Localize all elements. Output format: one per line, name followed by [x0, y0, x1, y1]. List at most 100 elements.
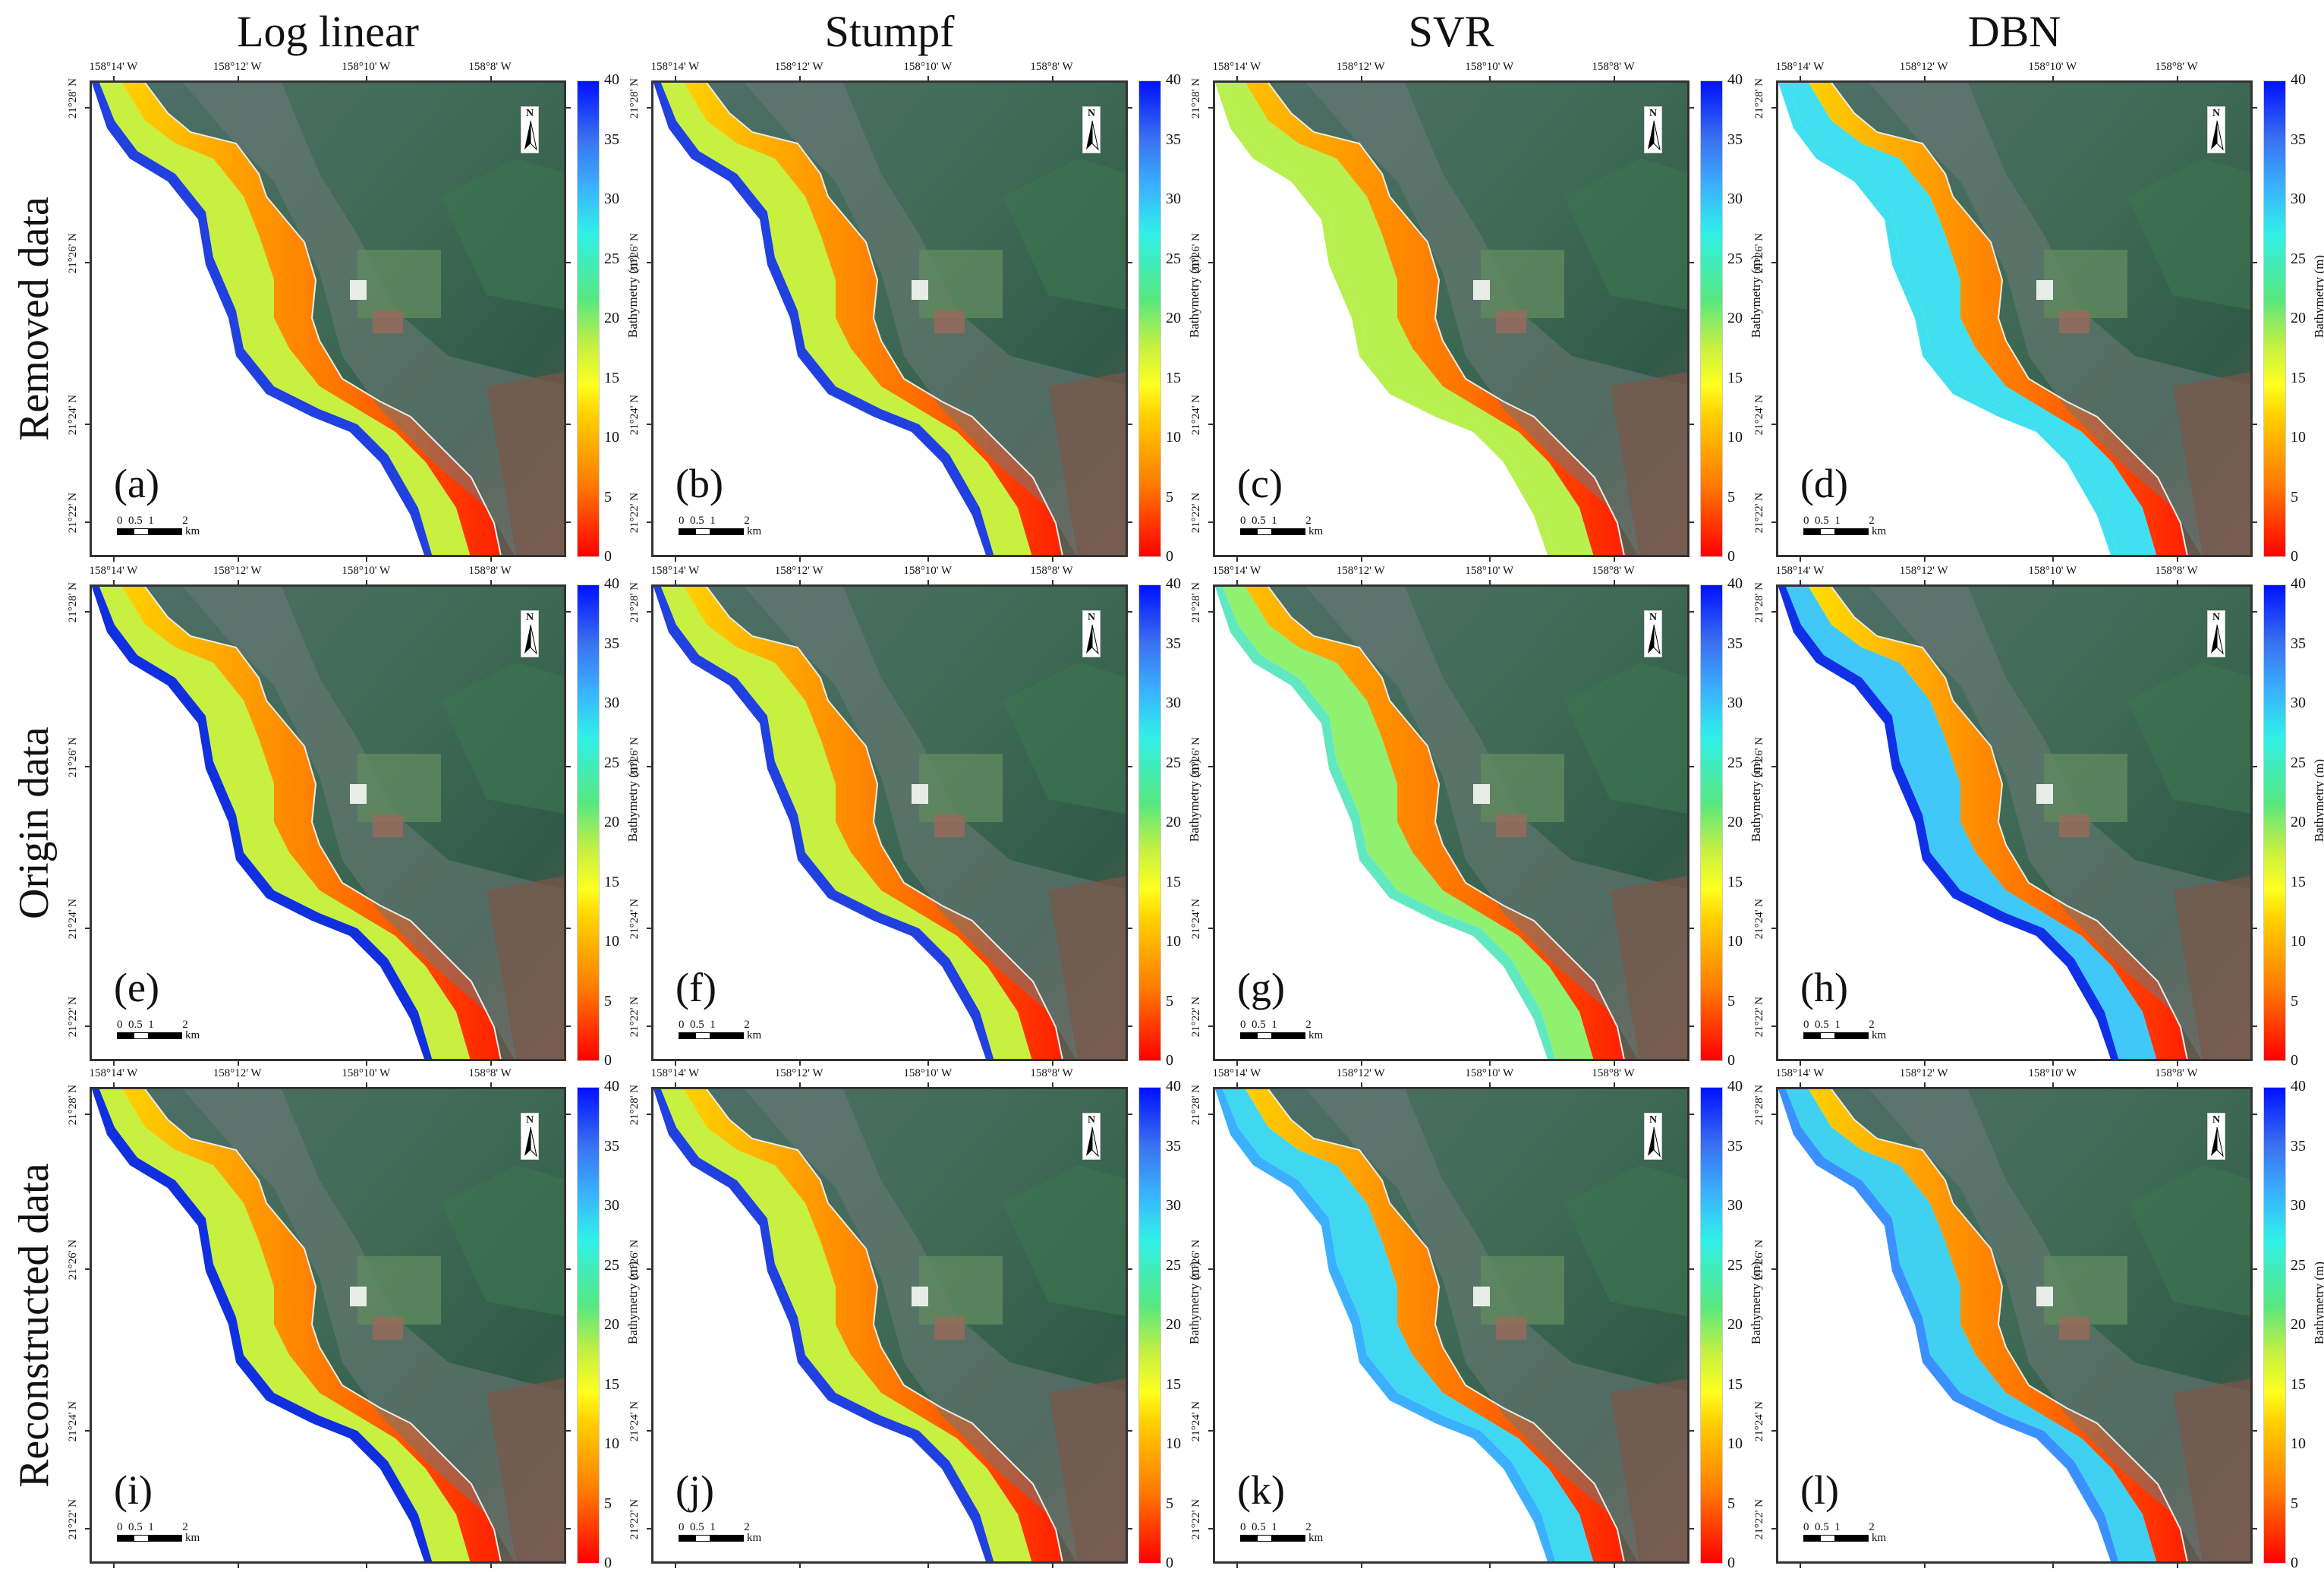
colorbar-tick-label: 10: [1166, 933, 1181, 950]
latitude-label: 21°24' N: [1753, 1401, 1765, 1442]
panel-letter: (h): [1800, 965, 1848, 1010]
axis-tick: [1771, 1430, 1778, 1432]
axis-tick: [1923, 556, 1926, 562]
colorbar-tick-label: 20: [1727, 1316, 1743, 1333]
latitude-label: 21°28' N: [628, 77, 641, 118]
colorbar-tick-label: 15: [1166, 873, 1181, 890]
axis-tick: [2251, 1268, 2257, 1270]
longitude-label: 158°10' W: [1465, 61, 1514, 73]
latitude-label: 21°26' N: [1753, 1239, 1765, 1280]
scale-bar-unit: km: [747, 1532, 762, 1544]
axis-tick: [675, 556, 677, 562]
longitude-label: 158°8' W: [1592, 1067, 1635, 1079]
axis-tick: [85, 1527, 91, 1529]
axis-tick: [798, 580, 801, 586]
colorbar-tick-label: 0: [2291, 1555, 2298, 1571]
colorbar-tick-label: 0: [2291, 1052, 2298, 1069]
axis-tick: [1236, 556, 1239, 562]
latitude-label: 21°28' N: [67, 1084, 79, 1125]
colorbar: [577, 80, 600, 557]
colorbar-tick-label: 5: [604, 1495, 612, 1512]
colorbar-tick-label: 15: [604, 873, 619, 890]
axis-tick: [237, 556, 239, 562]
north-arrow-icon: N: [2207, 1113, 2225, 1160]
axis-tick: [1126, 424, 1132, 426]
latitude-label: 21°22' N: [1190, 996, 1202, 1038]
longitude-label: 158°8' W: [1592, 565, 1635, 577]
north-arrow-icon: N: [521, 610, 539, 657]
axis-tick: [85, 424, 91, 426]
axis-tick: [675, 76, 677, 82]
panel-letter: (l): [1800, 1467, 1839, 1513]
axis-tick: [2052, 76, 2055, 82]
axis-tick: [565, 1113, 571, 1115]
panel-letter: (a): [114, 461, 159, 506]
colorbar-tick-label: 15: [604, 1375, 619, 1393]
colorbar-tick-label: 20: [604, 1316, 619, 1333]
axis-tick: [1771, 521, 1778, 523]
axis-tick: [2052, 556, 2055, 562]
latitude-label: 21°22' N: [628, 492, 641, 534]
latitude-label: 21°22' N: [67, 492, 79, 534]
colorbar-tick-label: 20: [1166, 310, 1181, 326]
north-label: N: [1649, 1114, 1658, 1126]
latitude-label: 21°28' N: [628, 1084, 641, 1125]
axis-tick: [1923, 1060, 1926, 1066]
latitude-label: 21°26' N: [1190, 736, 1202, 777]
axis-tick: [1236, 1060, 1239, 1066]
axis-tick: [1688, 610, 1694, 613]
longitude-label: 158°10' W: [342, 61, 391, 73]
colorbar-tick-label: 30: [1166, 1197, 1181, 1214]
axis-tick: [565, 765, 571, 767]
north-arrow-icon: N: [1644, 106, 1662, 153]
scale-bar-ticks: 0 0.5 1 2: [117, 1521, 188, 1533]
colorbar-tick-label: 40: [2291, 1078, 2306, 1095]
colorbar-tick-label: 0: [1166, 548, 1173, 565]
latitude-label: 21°22' N: [67, 1498, 79, 1540]
longitude-label: 158°8' W: [2155, 1067, 2198, 1079]
axis-tick: [490, 76, 492, 82]
arrow-icon: [524, 120, 537, 151]
scale-bar-unit: km: [1308, 1029, 1324, 1041]
axis-tick: [113, 556, 115, 562]
scale-bar-ticks: 0 0.5 1 2: [117, 515, 188, 527]
colorbar-tick-label: 30: [2291, 695, 2306, 711]
axis-tick: [2251, 765, 2257, 767]
axis-tick: [113, 580, 115, 586]
axis-tick: [2251, 1113, 2257, 1115]
axis-tick: [1126, 106, 1132, 109]
colorbar-tick-label: 40: [604, 575, 619, 592]
latitude-label: 21°26' N: [67, 1239, 79, 1280]
axis-tick: [1126, 610, 1132, 613]
arrow-icon: [2211, 120, 2224, 151]
colorbar: [1138, 584, 1161, 1061]
axis-tick: [2251, 261, 2257, 263]
longitude-label: 158°10' W: [342, 565, 391, 577]
axis-tick: [565, 610, 571, 613]
colorbar-tick-label: 40: [2291, 575, 2306, 592]
colorbar-tick-label: 35: [1727, 635, 1743, 652]
latitude-label: 21°26' N: [628, 736, 641, 777]
north-arrow-icon: N: [521, 106, 539, 153]
scale-bar-unit: km: [1872, 1029, 1887, 1041]
scale-bar-ticks: 0 0.5 1 2: [1803, 1019, 1875, 1031]
panel-letter: (b): [675, 461, 723, 506]
panel-letter: (k): [1237, 1467, 1285, 1513]
axis-tick: [647, 424, 653, 426]
colorbar-tick-label: 5: [1727, 992, 1735, 1010]
longitude-label: 158°8' W: [1030, 61, 1073, 73]
scale-bar-unit: km: [185, 1532, 200, 1544]
panel-letter: (j): [675, 1467, 714, 1513]
colorbar-tick-label: 40: [1166, 575, 1181, 592]
arrow-icon: [1086, 1126, 1099, 1158]
latitude-label: 21°26' N: [628, 1239, 641, 1280]
colorbar-tick-label: 20: [2291, 1316, 2306, 1333]
axis-tick: [1208, 765, 1214, 767]
colorbar-tick-label: 35: [1166, 131, 1181, 148]
axis-tick: [1771, 1268, 1778, 1270]
longitude-label: 158°8' W: [1030, 565, 1073, 577]
axis-tick: [237, 1082, 239, 1088]
north-label: N: [2212, 612, 2221, 623]
axis-tick: [2176, 580, 2178, 586]
bathymetry-map: [1776, 80, 2253, 557]
